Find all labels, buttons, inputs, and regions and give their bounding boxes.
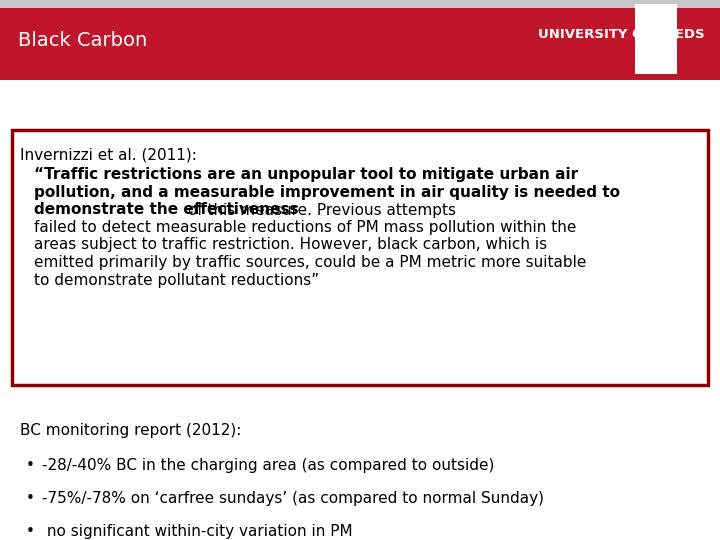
Text: BC monitoring report (2012):: BC monitoring report (2012):	[20, 423, 241, 438]
Bar	[0, 0, 720, 80]
Bar	[12, 130, 708, 385]
Text: no significant within-city variation in PM: no significant within-city variation in …	[42, 524, 353, 539]
Text: •: •	[26, 491, 35, 506]
Text: of this measure. Previous attempts: of this measure. Previous attempts	[184, 202, 456, 218]
Text: •: •	[26, 458, 35, 473]
Text: emitted primarily by traffic sources, could be a PM metric more suitable: emitted primarily by traffic sources, co…	[34, 255, 586, 270]
Text: •: •	[26, 524, 35, 539]
Bar	[635, 4, 677, 74]
Bar	[0, 0, 720, 8]
Text: Black Carbon: Black Carbon	[18, 30, 148, 50]
Text: failed to detect measurable reductions of PM mass pollution within the: failed to detect measurable reductions o…	[34, 220, 577, 235]
Text: pollution, and a measurable improvement in air quality is needed to: pollution, and a measurable improvement …	[34, 185, 620, 200]
Text: demonstrate the effectiveness: demonstrate the effectiveness	[34, 202, 299, 218]
Text: to demonstrate pollutant reductions”: to demonstrate pollutant reductions”	[34, 273, 319, 287]
Text: Invernizzi et al. (2011):: Invernizzi et al. (2011):	[20, 148, 197, 163]
Text: -28/-40% BC in the charging area (as compared to outside): -28/-40% BC in the charging area (as com…	[42, 458, 495, 473]
Text: “Traffic restrictions are an unpopular tool to mitigate urban air: “Traffic restrictions are an unpopular t…	[34, 167, 578, 183]
Text: UNIVERSITY OF LEEDS: UNIVERSITY OF LEEDS	[539, 29, 705, 42]
Text: areas subject to traffic restriction. However, black carbon, which is: areas subject to traffic restriction. Ho…	[34, 238, 547, 253]
Text: -75%/-78% on ‘carfree sundays’ (as compared to normal Sunday): -75%/-78% on ‘carfree sundays’ (as compa…	[42, 491, 544, 506]
